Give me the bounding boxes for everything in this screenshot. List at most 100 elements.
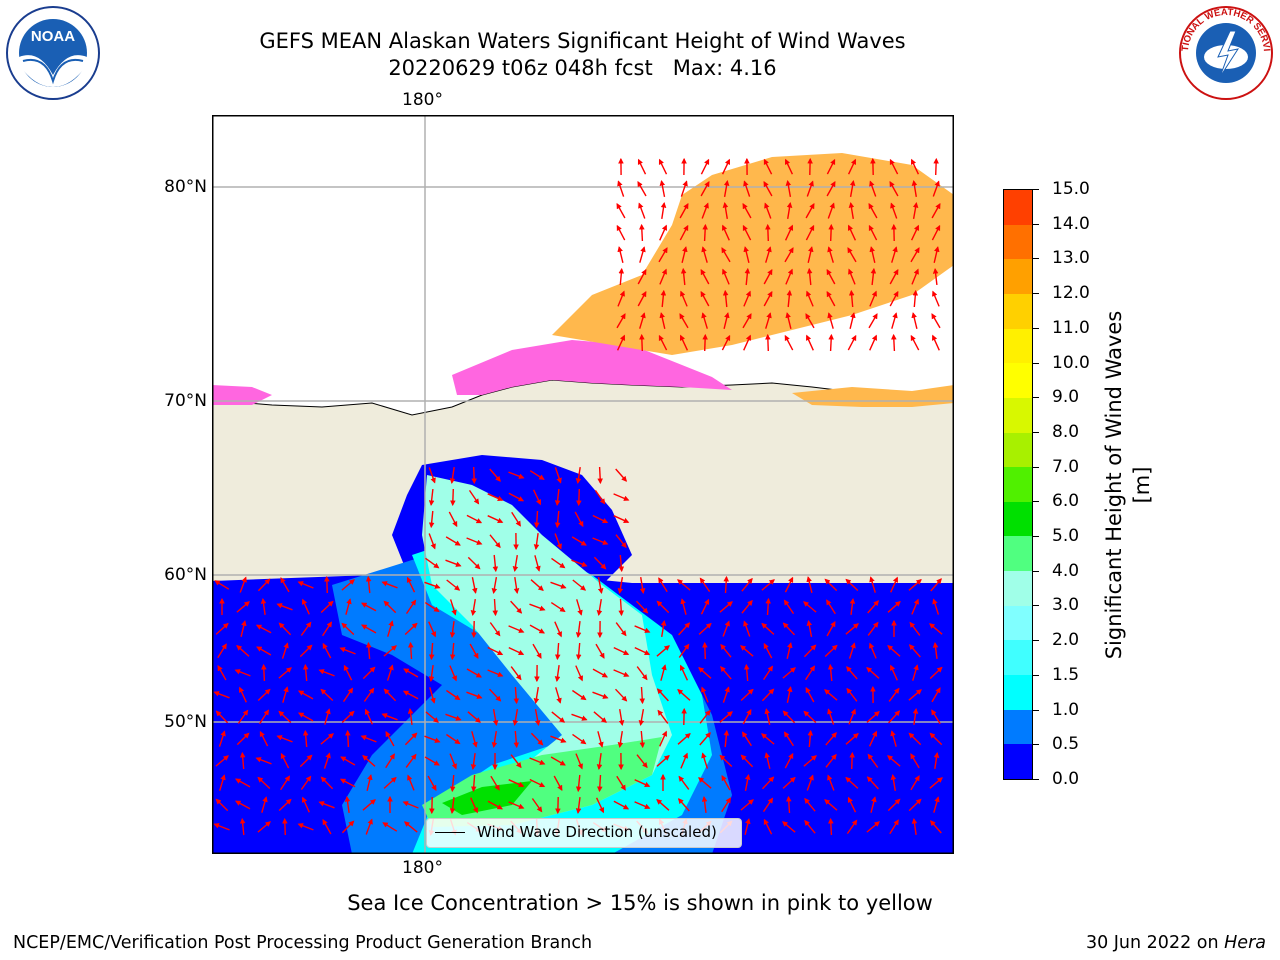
wind-wave-arrow [533,510,540,529]
wind-wave-arrow [930,578,942,592]
wind-wave-arrow [405,753,417,768]
wind-wave-arrow [508,471,525,479]
wind-wave-arrow [782,667,796,679]
wind-wave-arrow [280,775,291,791]
wind-wave-arrow [345,598,352,615]
wind-wave-arrow [826,181,836,197]
wind-wave-arrow [554,510,561,529]
wind-wave-arrow [639,576,646,595]
wind-wave-arrow [849,179,856,198]
colorbar [1003,189,1033,780]
wind-wave-arrow [656,600,670,614]
wind-wave-arrow [805,203,815,219]
wind-wave-arrow [783,731,794,747]
wind-wave-arrow [784,752,794,769]
wind-wave-arrow [278,798,292,812]
wind-wave-arrow [513,686,520,705]
wind-wave-arrow [846,819,858,835]
wind-wave-arrow [848,289,855,308]
wind-wave-arrow [213,691,230,699]
wind-wave-arrow [721,797,731,813]
wind-wave-arrow [260,597,267,615]
wind-wave-arrow [763,665,774,680]
wind-wave-arrow [911,312,918,329]
wind-wave-arrow [827,774,835,791]
wind-wave-arrow [765,312,772,329]
wind-wave-arrow [318,801,335,809]
wind-wave-arrow [678,622,691,636]
wind-wave-arrow [659,730,668,747]
wind-wave-arrow [891,312,898,329]
wind-wave-arrow [701,246,708,263]
map-panel [212,115,954,854]
wind-wave-arrow [510,666,522,681]
wind-wave-arrow [786,642,793,659]
wind-wave-arrow [554,665,561,683]
wind-wave-arrow [887,798,901,812]
wind-wave-arrow [931,203,941,219]
wind-wave-arrow [257,578,271,592]
wind-wave-arrow [383,776,397,789]
wind-wave-arrow [680,598,687,615]
wind-wave-arrow [804,819,816,834]
wind-wave-arrow [784,224,794,241]
wind-wave-arrow [742,224,752,241]
wind-wave-arrow [679,334,689,351]
wind-wave-arrow [785,795,792,814]
wind-wave-arrow [530,732,544,746]
wind-wave-arrow [764,752,771,769]
wind-wave-arrow [215,798,229,812]
wind-wave-arrow [238,686,247,703]
wind-wave-arrow [744,267,751,286]
wind-wave-arrow [679,224,689,241]
wind-wave-arrow [597,731,604,748]
wind-wave-arrow [595,797,605,814]
wind-wave-arrow [807,246,814,263]
wind-wave-arrow [680,267,687,286]
wind-wave-arrow [276,603,293,611]
wind-wave-arrow [261,663,267,682]
wind-wave-arrow [782,622,796,636]
wind-wave-arrow [929,777,943,789]
wind-wave-arrow [888,710,901,724]
colorbar-tick-mark [1033,466,1039,468]
wind-wave-arrow [278,710,292,724]
wind-wave-arrow [868,730,878,747]
wind-wave-arrow [383,600,397,614]
wind-wave-arrow [616,224,626,241]
colorbar-segment [1004,674,1032,710]
wind-wave-arrow [595,643,605,659]
wind-wave-arrow [743,180,751,197]
wind-wave-arrow [803,601,817,613]
wind-wave-arrow [446,733,461,745]
wind-wave-arrow [660,289,667,308]
wind-wave-arrow [278,622,292,636]
wind-wave-arrow [592,537,609,545]
wind-wave-arrow [487,493,504,501]
wind-wave-arrow [362,799,376,811]
wind-wave-arrow [341,579,355,591]
colorbar-segment [1004,397,1032,433]
wind-wave-arrow [889,290,899,307]
wind-wave-arrow [656,645,670,657]
wind-wave-arrow [616,203,626,219]
wind-wave-arrow [322,819,332,835]
wind-wave-arrow [618,554,625,573]
wind-wave-arrow [869,576,876,593]
wind-wave-arrow [701,795,708,813]
wind-wave-arrow [466,514,483,524]
wind-wave-arrow [910,753,920,769]
colorbar-tick-label: 1.5 [1052,664,1080,685]
wind-wave-arrow [617,246,624,263]
wind-wave-arrow [471,466,477,485]
wind-wave-arrow [763,291,773,307]
wind-wave-arrow [912,201,919,220]
wind-wave-arrow [931,687,941,703]
wind-wave-arrow [722,268,730,285]
wind-wave-arrow [407,774,415,791]
wind-wave-arrow [848,201,855,220]
wind-wave-arrow [806,180,814,197]
colorbar-tick-mark [1033,501,1039,503]
wind-wave-arrow [869,642,877,659]
wind-wave-arrow [721,247,731,263]
